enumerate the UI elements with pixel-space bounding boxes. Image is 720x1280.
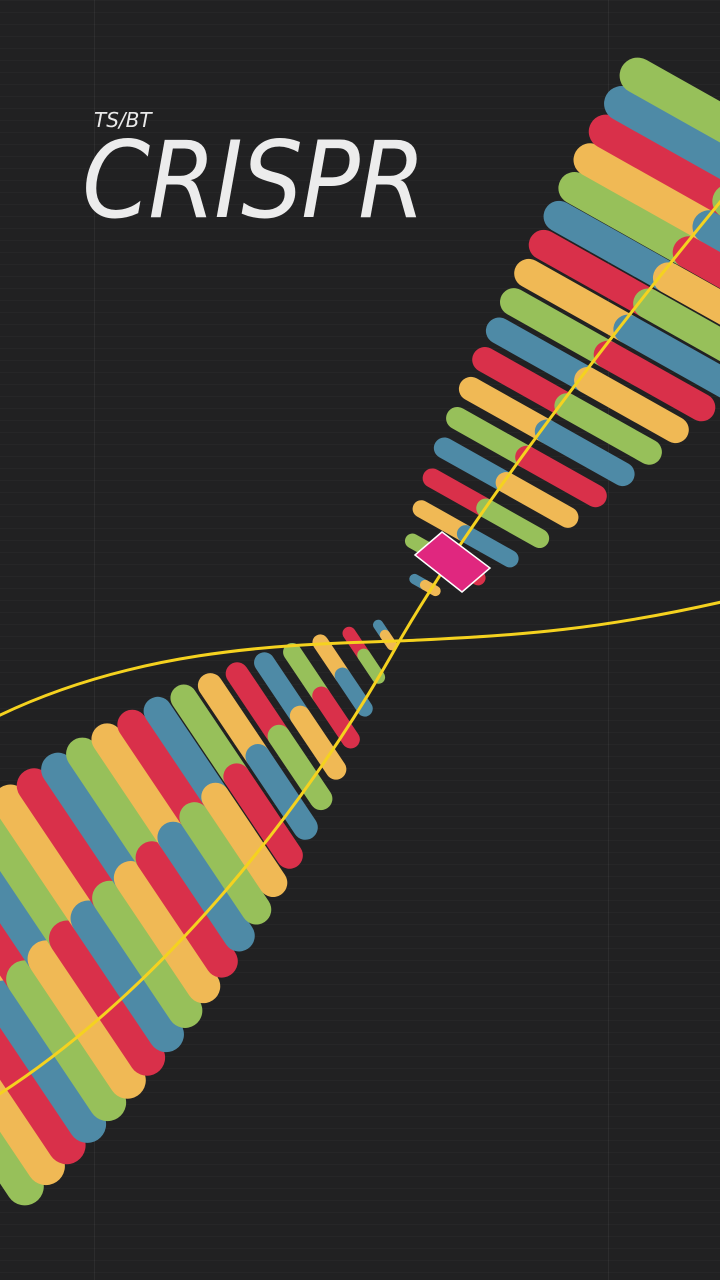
base-pair-rung bbox=[558, 172, 705, 269]
base-pair-rung bbox=[476, 498, 550, 549]
base-pair-rung bbox=[197, 673, 271, 769]
base-pair-rung bbox=[6, 960, 127, 1122]
base-pair-rung bbox=[672, 236, 720, 289]
base-pair-rung bbox=[422, 468, 496, 518]
base-pair-rung bbox=[515, 445, 607, 508]
base-pair-rung bbox=[433, 437, 517, 494]
base-pair-rung bbox=[27, 940, 146, 1099]
dna-backbone bbox=[0, 199, 720, 1096]
upper-helix-bases bbox=[404, 57, 720, 597]
base-pair-rung bbox=[225, 662, 291, 748]
base-pair-rung bbox=[143, 696, 230, 812]
base-pair-rung bbox=[157, 821, 255, 952]
base-pair-rung bbox=[70, 900, 184, 1053]
base-pair-rung bbox=[91, 723, 189, 854]
base-pair-rung bbox=[0, 784, 107, 937]
cas-enzyme-marker bbox=[413, 531, 492, 593]
base-pair-rung bbox=[619, 57, 720, 143]
base-pair-rung bbox=[534, 419, 635, 487]
helix-backbones bbox=[0, 199, 720, 1096]
base-pair-rung bbox=[472, 347, 580, 419]
base-pair-rung bbox=[312, 686, 360, 749]
base-pair-rung bbox=[446, 406, 538, 469]
base-pair-rung bbox=[500, 288, 622, 369]
base-pair-rung bbox=[0, 1011, 86, 1165]
base-pair-rung bbox=[543, 200, 685, 294]
base-pair-rung bbox=[135, 841, 238, 978]
base-pair-rung bbox=[117, 709, 210, 833]
grid-line bbox=[608, 0, 609, 1280]
lower-helix-bases bbox=[0, 619, 397, 1206]
base-pair-rung bbox=[458, 376, 559, 444]
base-pair-rung bbox=[554, 393, 662, 465]
base-pair-rung bbox=[267, 724, 333, 811]
base-pair-rung bbox=[633, 288, 720, 362]
base-pair-rung bbox=[66, 737, 169, 874]
base-pair-rung bbox=[613, 314, 720, 398]
kicker-label: TS/BT bbox=[94, 108, 152, 132]
base-pair-rung bbox=[48, 920, 166, 1076]
base-pair-rung bbox=[223, 763, 303, 869]
base-pair-rung bbox=[113, 861, 221, 1004]
base-pair-rung bbox=[0, 1063, 65, 1186]
base-pair-rung bbox=[0, 857, 65, 978]
base-pair-rung bbox=[0, 1115, 44, 1206]
base-pair-rung bbox=[0, 908, 44, 998]
base-pair-rung bbox=[514, 258, 643, 344]
base-pair-rung bbox=[289, 705, 347, 780]
base-pair-rung bbox=[179, 802, 272, 925]
base-pair-rung bbox=[593, 340, 716, 422]
base-pair-rung bbox=[41, 752, 148, 895]
base-pair-rung bbox=[652, 262, 720, 325]
base-pair-rung bbox=[334, 667, 373, 717]
page-title: CRISPR bbox=[82, 119, 426, 242]
base-pair-rung bbox=[254, 652, 311, 727]
base-pair-rung bbox=[92, 880, 203, 1028]
base-pair-rung bbox=[201, 782, 288, 897]
base-pair-rung bbox=[245, 744, 318, 840]
dna-backbone bbox=[0, 600, 720, 717]
base-pair-rung bbox=[16, 768, 127, 916]
base-pair-rung bbox=[170, 684, 251, 791]
base-pair-rung bbox=[495, 472, 579, 528]
grid-line bbox=[94, 0, 95, 1280]
base-pair-rung bbox=[456, 525, 519, 568]
base-pair-rung bbox=[574, 366, 689, 444]
base-pair-rung bbox=[485, 317, 601, 394]
cas-enzyme-marker bbox=[413, 531, 492, 593]
base-pair-rung bbox=[0, 806, 86, 957]
base-pair-rung bbox=[604, 86, 720, 180]
base-pair-rung bbox=[573, 143, 720, 244]
base-pair-rung bbox=[357, 648, 386, 684]
base-pair-rung bbox=[588, 114, 720, 216]
base-pair-rung bbox=[528, 229, 664, 319]
